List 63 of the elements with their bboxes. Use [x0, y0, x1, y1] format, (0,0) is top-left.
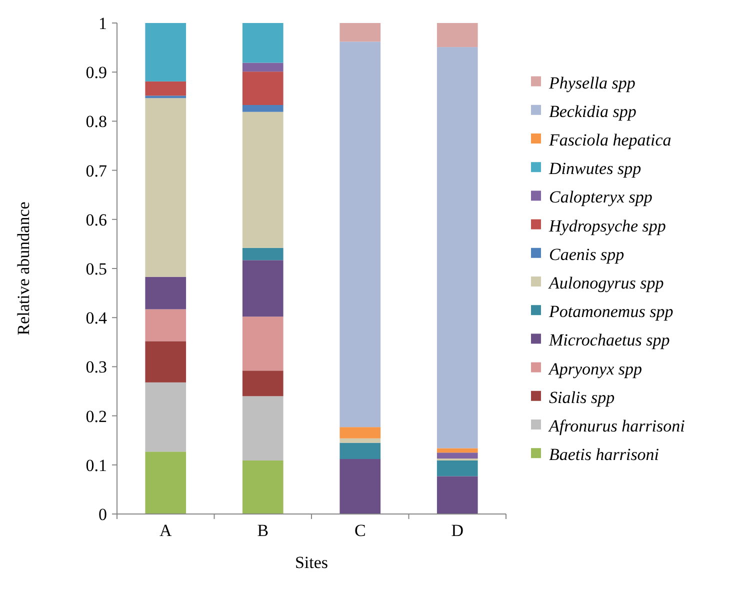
- y-tick-label: 0.6: [86, 210, 107, 230]
- y-tick-label: 0.4: [86, 308, 108, 328]
- y-tick-label: 0.5: [86, 259, 107, 278]
- bar: [242, 72, 284, 105]
- x-tick-label: B: [257, 521, 269, 540]
- legend-label: Calopteryx spp: [549, 188, 652, 207]
- x-axis-title: Sites: [294, 553, 328, 572]
- bar: [436, 476, 478, 514]
- bar: [242, 396, 284, 460]
- bar: [436, 23, 478, 48]
- x-tick-label: C: [354, 521, 366, 540]
- y-axis-title: Relative abundance: [14, 202, 33, 336]
- bar: [242, 62, 284, 72]
- y-tick-label: 1: [98, 14, 107, 33]
- legend-label: Caenis spp: [549, 244, 624, 264]
- x-tick-label: D: [451, 521, 464, 540]
- legend-label: Baetis harrisoni: [549, 445, 660, 464]
- legend-label: Microchaetus spp: [548, 330, 670, 350]
- legend-label: Physella spp: [548, 73, 636, 92]
- legend-label: Sialis spp: [549, 388, 615, 407]
- y-tick-label: 0.9: [86, 63, 107, 82]
- x-tick-label: A: [159, 521, 172, 540]
- bar: [340, 23, 381, 42]
- bar: [145, 23, 186, 82]
- legend-label: Afronurus harrisoni: [548, 416, 686, 436]
- legend-label: Apryonyx spp: [548, 359, 642, 378]
- bar: [145, 81, 186, 96]
- bar: [340, 442, 381, 460]
- bar: [242, 316, 284, 371]
- bar: [145, 96, 186, 98]
- bar: [145, 276, 186, 310]
- y-tick-label: 0.8: [86, 112, 107, 132]
- bar: [436, 452, 478, 459]
- y-tick-label: 0: [98, 504, 107, 524]
- legend-label: Beckidia spp: [549, 102, 636, 121]
- bar: [145, 452, 186, 514]
- bar: [242, 370, 284, 396]
- bar: [340, 42, 381, 428]
- bar: [145, 341, 186, 382]
- bar: [242, 460, 284, 514]
- legend-label: Fasciola hepatica: [548, 130, 672, 150]
- legend-label: Potamonemus spp: [548, 302, 674, 322]
- bar: [242, 104, 284, 112]
- legend-label: Aulonogyrus spp: [548, 273, 664, 292]
- bar: [242, 260, 284, 317]
- bar: [242, 23, 284, 63]
- bar: [340, 459, 381, 514]
- bar: [145, 98, 186, 277]
- bar: [436, 47, 478, 448]
- bar: [340, 438, 381, 443]
- legend-label: Hydropsyche spp: [548, 216, 666, 236]
- bar: [340, 427, 381, 438]
- y-tick-label: 0.7: [86, 161, 108, 180]
- bar: [436, 460, 478, 476]
- legend-label: Dinwutes spp: [548, 159, 642, 178]
- y-tick-label: 0.2: [86, 406, 107, 426]
- bar: [242, 248, 284, 260]
- bar: [436, 448, 478, 453]
- y-tick-label: 0.1: [86, 456, 107, 475]
- bar: [145, 309, 186, 342]
- bar: [145, 382, 186, 452]
- bar: [242, 112, 284, 248]
- y-tick-label: 0.3: [86, 358, 107, 377]
